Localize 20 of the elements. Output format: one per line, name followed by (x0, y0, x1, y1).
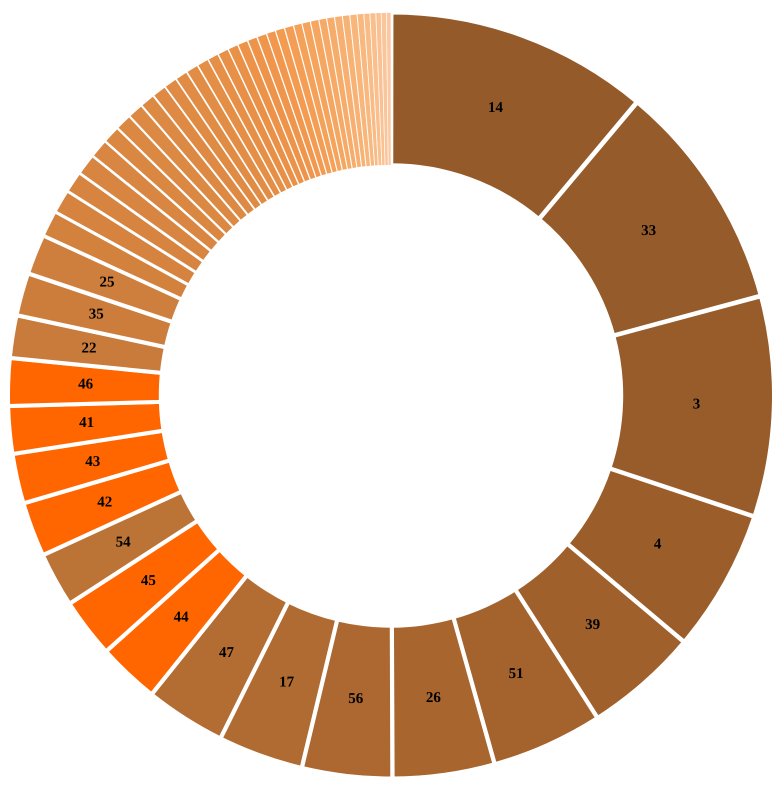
slice-label: 47 (218, 644, 234, 661)
slice-label: 33 (641, 223, 656, 240)
slice-label: 39 (585, 617, 600, 633)
slice-label: 54 (116, 534, 132, 551)
slice-label: 56 (348, 690, 364, 707)
slice-label: 22 (82, 340, 97, 356)
slice-label: 42 (97, 494, 112, 510)
slice-label: 35 (88, 306, 104, 322)
slice-label: 46 (78, 376, 94, 393)
slice-label: 51 (508, 666, 524, 682)
slice-label: 45 (140, 573, 156, 590)
slice-label: 4 (654, 536, 662, 553)
slice-label: 41 (79, 415, 94, 432)
slice-label: 25 (99, 274, 114, 291)
slice-label: 14 (488, 100, 504, 116)
slice-label: 26 (426, 690, 442, 706)
slice-label: 3 (692, 396, 700, 412)
slice-label: 43 (85, 454, 100, 470)
slice-label: 17 (279, 674, 295, 691)
slice-label: 44 (174, 609, 190, 626)
